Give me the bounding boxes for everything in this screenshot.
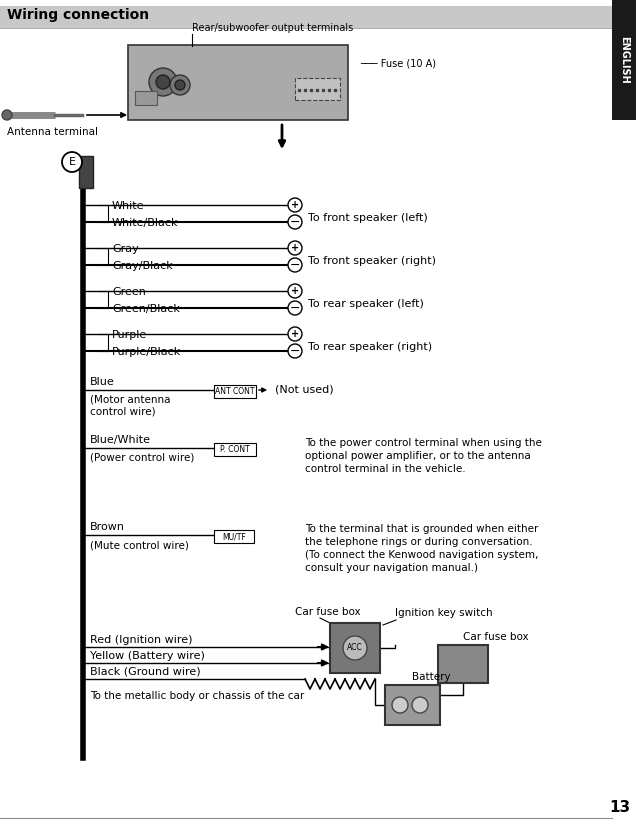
Text: Ignition key switch: Ignition key switch xyxy=(395,608,493,618)
Text: +: + xyxy=(291,243,299,253)
Text: consult your navigation manual.): consult your navigation manual.) xyxy=(305,563,478,573)
Bar xyxy=(128,45,348,120)
Circle shape xyxy=(288,301,302,315)
Text: To front speaker (left): To front speaker (left) xyxy=(308,213,428,223)
Text: −: − xyxy=(290,215,300,229)
Text: (Not used): (Not used) xyxy=(275,385,334,395)
Bar xyxy=(438,645,488,683)
Text: Car fuse box: Car fuse box xyxy=(295,607,361,617)
Circle shape xyxy=(392,697,408,713)
Text: Brown: Brown xyxy=(90,522,125,532)
Text: Battery: Battery xyxy=(412,672,451,682)
Text: +: + xyxy=(291,286,299,296)
Text: Purple/Black: Purple/Black xyxy=(112,347,181,357)
Text: −: − xyxy=(290,302,300,314)
Text: (Mute control wire): (Mute control wire) xyxy=(90,540,189,550)
Text: optional power amplifier, or to the antenna: optional power amplifier, or to the ante… xyxy=(305,451,531,461)
Text: −: − xyxy=(290,258,300,272)
Text: (To connect the Kenwood navigation system,: (To connect the Kenwood navigation syste… xyxy=(305,550,539,560)
Bar xyxy=(295,78,340,100)
Bar xyxy=(385,685,440,725)
Circle shape xyxy=(288,198,302,212)
Bar xyxy=(79,156,93,188)
Bar xyxy=(214,443,256,456)
Circle shape xyxy=(288,327,302,341)
Text: Green: Green xyxy=(112,287,146,297)
Bar xyxy=(612,0,636,120)
Circle shape xyxy=(412,697,428,713)
Text: (Power control wire): (Power control wire) xyxy=(90,453,195,463)
Text: the telephone rings or during conversation.: the telephone rings or during conversati… xyxy=(305,537,532,547)
Text: control wire): control wire) xyxy=(90,407,156,417)
Text: Purple: Purple xyxy=(112,330,148,340)
Text: +: + xyxy=(291,200,299,210)
Text: To front speaker (right): To front speaker (right) xyxy=(308,256,436,266)
Text: −: − xyxy=(290,345,300,357)
Circle shape xyxy=(156,75,170,89)
Circle shape xyxy=(62,152,82,172)
Text: To rear speaker (left): To rear speaker (left) xyxy=(308,299,424,309)
Text: Red (Ignition wire): Red (Ignition wire) xyxy=(90,635,193,645)
Text: To the metallic body or chassis of the car: To the metallic body or chassis of the c… xyxy=(90,691,304,701)
Circle shape xyxy=(288,241,302,255)
Circle shape xyxy=(175,80,185,90)
Text: Blue: Blue xyxy=(90,377,114,387)
Text: +: + xyxy=(291,329,299,339)
Circle shape xyxy=(288,215,302,229)
Bar xyxy=(330,623,380,673)
Text: White/Black: White/Black xyxy=(112,218,179,228)
Text: MU/TF: MU/TF xyxy=(222,533,246,542)
Text: White: White xyxy=(112,201,144,211)
Text: Rear/subwoofer output terminals: Rear/subwoofer output terminals xyxy=(192,23,353,33)
Text: E: E xyxy=(69,157,76,167)
Text: P. CONT: P. CONT xyxy=(220,445,250,455)
Bar xyxy=(214,385,256,398)
Text: ─── Fuse (10 A): ─── Fuse (10 A) xyxy=(360,58,436,68)
Text: Antenna terminal: Antenna terminal xyxy=(7,127,98,137)
Text: To the terminal that is grounded when either: To the terminal that is grounded when ei… xyxy=(305,524,539,534)
Text: ACC: ACC xyxy=(347,643,363,652)
Text: Car fuse box: Car fuse box xyxy=(463,632,529,642)
Circle shape xyxy=(343,636,367,660)
Text: To rear speaker (right): To rear speaker (right) xyxy=(308,342,432,352)
Text: ANT CONT: ANT CONT xyxy=(215,387,255,396)
Text: Gray: Gray xyxy=(112,244,139,254)
Text: control terminal in the vehicle.: control terminal in the vehicle. xyxy=(305,464,466,474)
Text: Yellow (Battery wire): Yellow (Battery wire) xyxy=(90,651,205,661)
Text: ENGLISH: ENGLISH xyxy=(619,36,629,84)
Circle shape xyxy=(288,284,302,298)
Text: 13: 13 xyxy=(609,800,630,815)
Circle shape xyxy=(170,75,190,95)
Circle shape xyxy=(149,68,177,96)
Bar xyxy=(0,6,612,28)
Bar xyxy=(214,530,254,543)
Text: Wiring connection: Wiring connection xyxy=(7,8,149,22)
Text: (Motor antenna: (Motor antenna xyxy=(90,395,170,405)
Text: Gray/Black: Gray/Black xyxy=(112,261,173,271)
Circle shape xyxy=(288,258,302,272)
Text: Blue/White: Blue/White xyxy=(90,435,151,445)
Text: Green/Black: Green/Black xyxy=(112,304,180,314)
Bar xyxy=(135,91,157,105)
Circle shape xyxy=(2,110,12,120)
Text: Black (Ground wire): Black (Ground wire) xyxy=(90,667,200,677)
Text: To the power control terminal when using the: To the power control terminal when using… xyxy=(305,438,542,448)
Circle shape xyxy=(288,344,302,358)
